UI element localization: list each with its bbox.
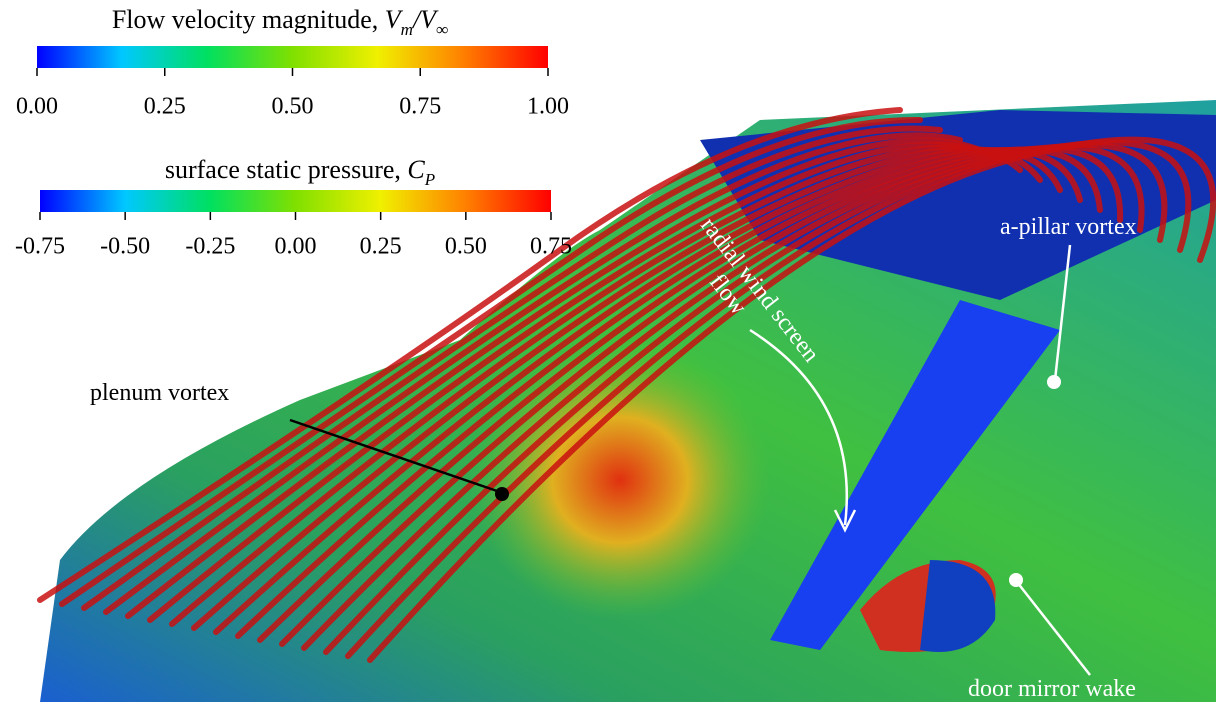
tick-label: -0.75 xyxy=(15,234,65,260)
annotation: a-pillar vortex xyxy=(1000,214,1137,240)
title-text: surface static pressure, xyxy=(165,155,408,184)
symbol: C xyxy=(407,155,425,184)
colorbar xyxy=(37,46,548,68)
tick-label: 0.75 xyxy=(399,94,441,120)
symbol: /V xyxy=(411,5,439,34)
tick-label: -0.50 xyxy=(100,234,150,260)
figure: plenum vortex radial wind screen flow a-… xyxy=(0,0,1216,702)
tick-label: 0.00 xyxy=(275,234,317,260)
page: plenum vortex radial wind screen flow a-… xyxy=(0,0,1216,702)
symbol-sub: m xyxy=(401,20,413,39)
symbol-sub: P xyxy=(424,170,435,189)
tick-label: 1.00 xyxy=(527,94,569,120)
colorbar xyxy=(40,190,551,212)
tick-label: 0.00 xyxy=(16,94,58,120)
tick-label: 0.25 xyxy=(144,94,186,120)
tick-label: 0.75 xyxy=(530,234,572,260)
title-text: Flow velocity magnitude, xyxy=(112,5,385,34)
annotation: plenum vortex xyxy=(90,380,229,406)
tick-label: 0.50 xyxy=(272,94,314,120)
tick-label: -0.25 xyxy=(185,234,235,260)
tick-label: 0.50 xyxy=(445,234,487,260)
annotation: door mirror wake xyxy=(968,676,1136,702)
symbol-sub: ∞ xyxy=(436,20,448,39)
tick-label: 0.25 xyxy=(360,234,402,260)
